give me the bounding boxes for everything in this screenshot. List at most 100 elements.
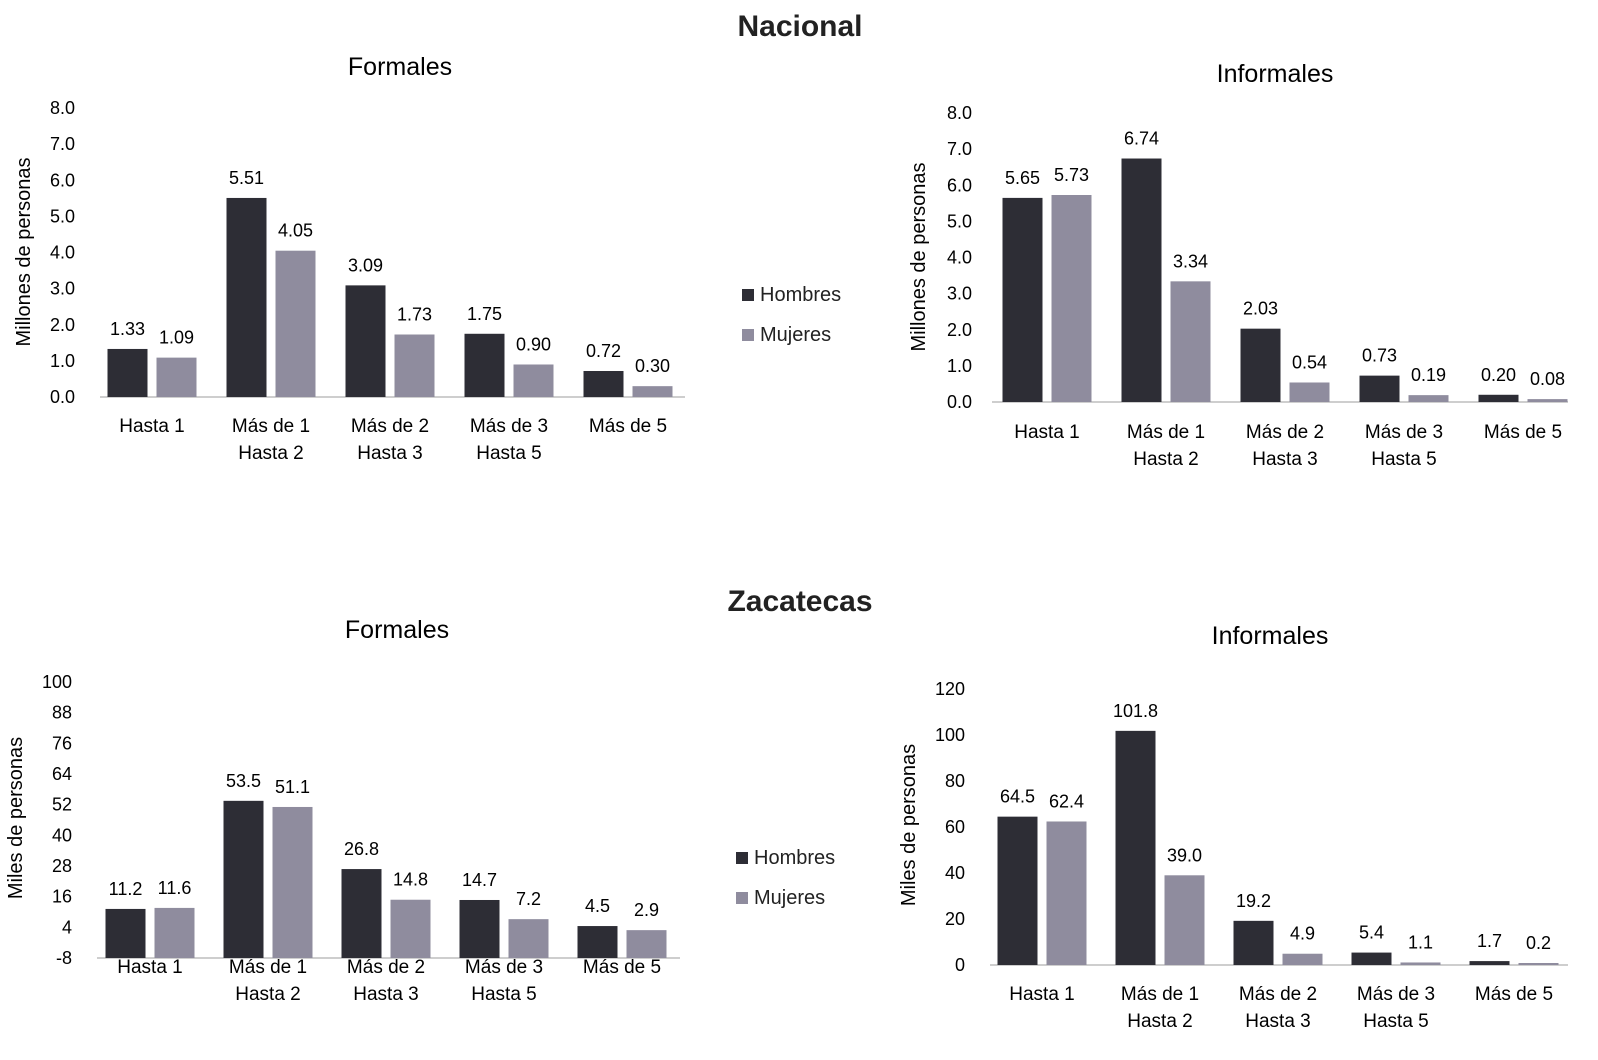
y-tick-label: 0.0 (50, 387, 75, 407)
x-tick-label: Más de 3 (470, 416, 548, 437)
legend-item-hombres: Hombres (742, 275, 841, 315)
bar-mujeres (1289, 382, 1330, 402)
x-tick-label: Hasta 2 (235, 984, 300, 1005)
data-label-mujeres: 1.09 (159, 328, 194, 348)
y-tick-label: 28 (52, 856, 72, 876)
x-tick-label: Hasta 1 (1009, 984, 1074, 1005)
x-tick-label: Más de 5 (1484, 422, 1562, 443)
x-tick-label: Más de 1 (1121, 984, 1199, 1005)
bar-hombres (1115, 730, 1156, 965)
data-label-hombres: 1.75 (467, 304, 502, 324)
bar-mujeres (154, 907, 195, 958)
bar-hombres (464, 333, 505, 397)
data-label-mujeres: 11.6 (158, 878, 192, 898)
bar-hombres (577, 926, 618, 958)
bar-mujeres (1170, 281, 1211, 402)
bar-mujeres (1518, 963, 1559, 965)
x-tick-label: Hasta 5 (471, 984, 536, 1005)
data-label-mujeres: 4.05 (278, 221, 313, 241)
bar-hombres (459, 899, 500, 958)
data-label-hombres: 0.73 (1362, 346, 1397, 366)
bar-hombres (105, 908, 146, 958)
bar-mujeres (272, 806, 313, 958)
y-tick-label: 0 (955, 955, 965, 975)
data-label-mujeres: 3.34 (1173, 251, 1208, 271)
y-tick-label: 3.0 (947, 284, 972, 304)
x-tick-label: Más de 3 (1365, 422, 1443, 443)
bar-hombres (1121, 158, 1162, 402)
y-tick-label: 7.0 (947, 139, 972, 159)
data-label-hombres: 11.2 (109, 879, 143, 899)
bar-mujeres (394, 334, 435, 397)
bar-mujeres (156, 357, 197, 397)
data-label-mujeres: 51.1 (275, 777, 310, 797)
y-tick-label: 52 (52, 795, 72, 815)
data-label-hombres: 53.5 (226, 771, 261, 791)
legend-zacatecas: Hombres Mujeres (736, 838, 835, 918)
legend-label-hombres: Hombres (754, 846, 836, 869)
data-label-mujeres: 2.9 (634, 900, 659, 920)
bar-mujeres (626, 930, 667, 958)
y-tick-label: 6.0 (947, 175, 972, 195)
section-title-nacional: Nacional (737, 10, 863, 43)
y-tick-label: 7.0 (50, 134, 75, 154)
bar-mujeres (1051, 195, 1092, 402)
x-tick-label: Hasta 2 (1133, 449, 1198, 470)
x-tick-label: Hasta 1 (117, 957, 182, 978)
y-tick-label: 2.0 (947, 320, 972, 340)
bar-hombres (226, 197, 267, 397)
y-tick-label: 4.0 (947, 248, 972, 268)
x-tick-label: Hasta 3 (357, 443, 422, 464)
data-label-hombres: 2.03 (1243, 299, 1278, 319)
data-label-hombres: 0.72 (586, 341, 621, 361)
legend-swatch-hombres (742, 289, 754, 301)
chart-title: Informales (1217, 60, 1334, 88)
data-label-hombres: 5.51 (229, 168, 264, 188)
data-label-mujeres: 14.8 (393, 870, 428, 890)
x-tick-label: Más de 3 (465, 957, 543, 978)
y-tick-label: 16 (52, 887, 72, 907)
bar-hombres (583, 370, 624, 397)
legend-nacional: Hombres Mujeres (742, 275, 841, 355)
x-tick-label: Más de 5 (583, 957, 661, 978)
y-tick-label: 88 (52, 703, 72, 723)
y-tick-label: 60 (945, 817, 965, 837)
y-tick-label: 80 (945, 771, 965, 791)
y-axis-label: Millones de personas (908, 163, 930, 352)
bar-mujeres (632, 386, 673, 397)
data-label-mujeres: 0.30 (635, 356, 670, 376)
data-label-mujeres: 39.0 (1167, 845, 1202, 865)
data-label-mujeres: 0.2 (1526, 933, 1551, 953)
legend-item-hombres: Hombres (736, 838, 835, 878)
bar-hombres (223, 800, 264, 958)
legend-label-mujeres: Mujeres (760, 323, 832, 346)
chart-title: Formales (345, 616, 449, 644)
y-tick-label: 76 (52, 733, 72, 753)
data-label-hombres: 1.7 (1477, 931, 1502, 951)
data-label-mujeres: 4.9 (1290, 924, 1315, 944)
y-tick-label: 5.0 (947, 211, 972, 231)
x-tick-label: Más de 2 (1239, 984, 1317, 1005)
x-tick-label: Hasta 5 (476, 443, 541, 464)
y-tick-label: 5.0 (50, 206, 75, 226)
y-tick-label: 64 (52, 764, 72, 784)
legend-swatch-hombres (736, 852, 748, 864)
data-label-hombres: 101.8 (1113, 701, 1158, 721)
y-tick-label: 20 (945, 909, 965, 929)
y-tick-label: 40 (52, 825, 72, 845)
x-tick-label: Más de 1 (1127, 422, 1205, 443)
data-label-mujeres: 0.19 (1411, 365, 1446, 385)
bar-mujeres (1046, 821, 1087, 965)
y-tick-label: 6.0 (50, 170, 75, 190)
y-tick-label: 120 (935, 679, 965, 699)
chart-svg-nacional-formales: Formales Millones de personas 0.0 1.0 2.0 3.0… (13, 53, 685, 464)
x-tick-label: Hasta 3 (1252, 449, 1317, 470)
data-label-mujeres: 0.08 (1530, 369, 1565, 389)
x-tick-label: Hasta 1 (1014, 422, 1079, 443)
x-tick-label: Hasta 2 (238, 443, 303, 464)
data-label-hombres: 14.7 (462, 870, 497, 890)
data-label-mujeres: 1.73 (397, 305, 432, 325)
x-tick-label: Más de 2 (1246, 422, 1324, 443)
legend-label-mujeres: Mujeres (754, 886, 826, 909)
